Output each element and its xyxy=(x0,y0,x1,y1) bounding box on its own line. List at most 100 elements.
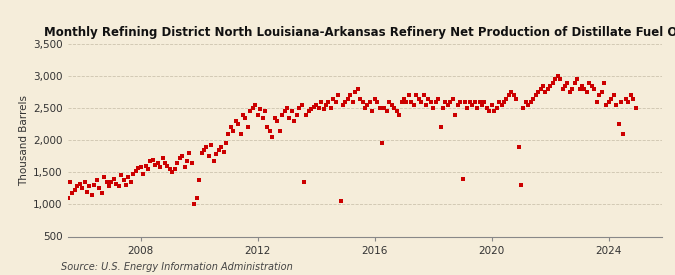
Point xyxy=(223,132,234,136)
Point xyxy=(535,87,546,91)
Point xyxy=(599,80,610,85)
Point xyxy=(579,87,590,91)
Point xyxy=(620,96,631,101)
Point xyxy=(225,125,236,130)
Point xyxy=(518,106,529,110)
Point xyxy=(443,103,454,107)
Point xyxy=(330,100,341,104)
Point xyxy=(292,112,302,117)
Point xyxy=(462,106,472,110)
Point xyxy=(165,167,176,171)
Point xyxy=(216,144,227,149)
Point xyxy=(364,100,375,104)
Point xyxy=(277,112,288,117)
Point xyxy=(448,96,458,101)
Point xyxy=(513,144,524,149)
Point xyxy=(455,100,466,104)
Point xyxy=(545,84,556,88)
Point xyxy=(77,186,88,190)
Point xyxy=(196,151,207,155)
Point xyxy=(596,90,607,94)
Point xyxy=(135,165,146,169)
Point xyxy=(499,100,510,104)
Point xyxy=(313,106,324,110)
Point xyxy=(384,100,395,104)
Point xyxy=(306,107,317,112)
Point xyxy=(528,96,539,101)
Point xyxy=(394,112,404,117)
Point xyxy=(606,96,617,101)
Point xyxy=(479,100,490,104)
Point xyxy=(501,96,512,101)
Point xyxy=(204,154,215,158)
Point xyxy=(269,116,280,120)
Point xyxy=(630,106,641,110)
Point xyxy=(445,100,456,104)
Point xyxy=(342,96,353,101)
Point xyxy=(338,103,348,107)
Point xyxy=(511,96,522,101)
Point xyxy=(399,96,410,101)
Point xyxy=(91,178,102,182)
Point xyxy=(421,103,431,107)
Point xyxy=(628,96,639,101)
Point xyxy=(472,106,483,110)
Point xyxy=(201,144,212,149)
Point xyxy=(323,100,334,104)
Point xyxy=(126,180,136,184)
Point xyxy=(233,122,244,127)
Point xyxy=(142,167,153,171)
Point xyxy=(430,100,441,104)
Point xyxy=(467,103,478,107)
Point xyxy=(294,106,304,110)
Point xyxy=(587,84,597,88)
Point xyxy=(437,106,448,110)
Point xyxy=(601,103,612,107)
Point xyxy=(284,116,295,120)
Point xyxy=(560,84,570,88)
Point xyxy=(281,106,292,110)
Point xyxy=(289,119,300,123)
Point xyxy=(103,184,114,188)
Point xyxy=(128,171,139,176)
Point xyxy=(115,173,126,177)
Point xyxy=(533,90,543,94)
Point xyxy=(389,106,400,110)
Point xyxy=(392,109,402,114)
Point xyxy=(296,103,307,107)
Point xyxy=(109,177,119,181)
Point xyxy=(493,100,504,104)
Point xyxy=(86,192,97,197)
Point xyxy=(508,93,519,98)
Point xyxy=(254,107,265,112)
Point xyxy=(213,148,224,152)
Point xyxy=(279,109,290,114)
Point xyxy=(537,84,548,88)
Point xyxy=(555,77,566,81)
Point xyxy=(167,170,178,175)
Text: Source: U.S. Energy Information Administration: Source: U.S. Energy Information Administ… xyxy=(61,262,292,272)
Point xyxy=(540,90,551,94)
Point xyxy=(611,103,622,107)
Point xyxy=(153,161,163,165)
Point xyxy=(147,157,158,162)
Point xyxy=(367,109,378,114)
Point xyxy=(408,103,419,107)
Point xyxy=(50,189,61,194)
Point xyxy=(491,106,502,110)
Point xyxy=(72,184,82,189)
Point xyxy=(55,192,65,197)
Point xyxy=(416,100,427,104)
Point xyxy=(474,100,485,104)
Title: Monthly Refining District North Louisiana-Arkansas Refinery Net Production of Di: Monthly Refining District North Louisian… xyxy=(44,26,675,39)
Point xyxy=(221,141,232,146)
Point xyxy=(440,100,451,104)
Point xyxy=(381,109,392,114)
Point xyxy=(520,100,531,104)
Point xyxy=(576,84,587,88)
Point xyxy=(198,148,209,152)
Point xyxy=(450,112,460,117)
Point xyxy=(481,106,492,110)
Point xyxy=(248,106,259,110)
Point xyxy=(301,112,312,117)
